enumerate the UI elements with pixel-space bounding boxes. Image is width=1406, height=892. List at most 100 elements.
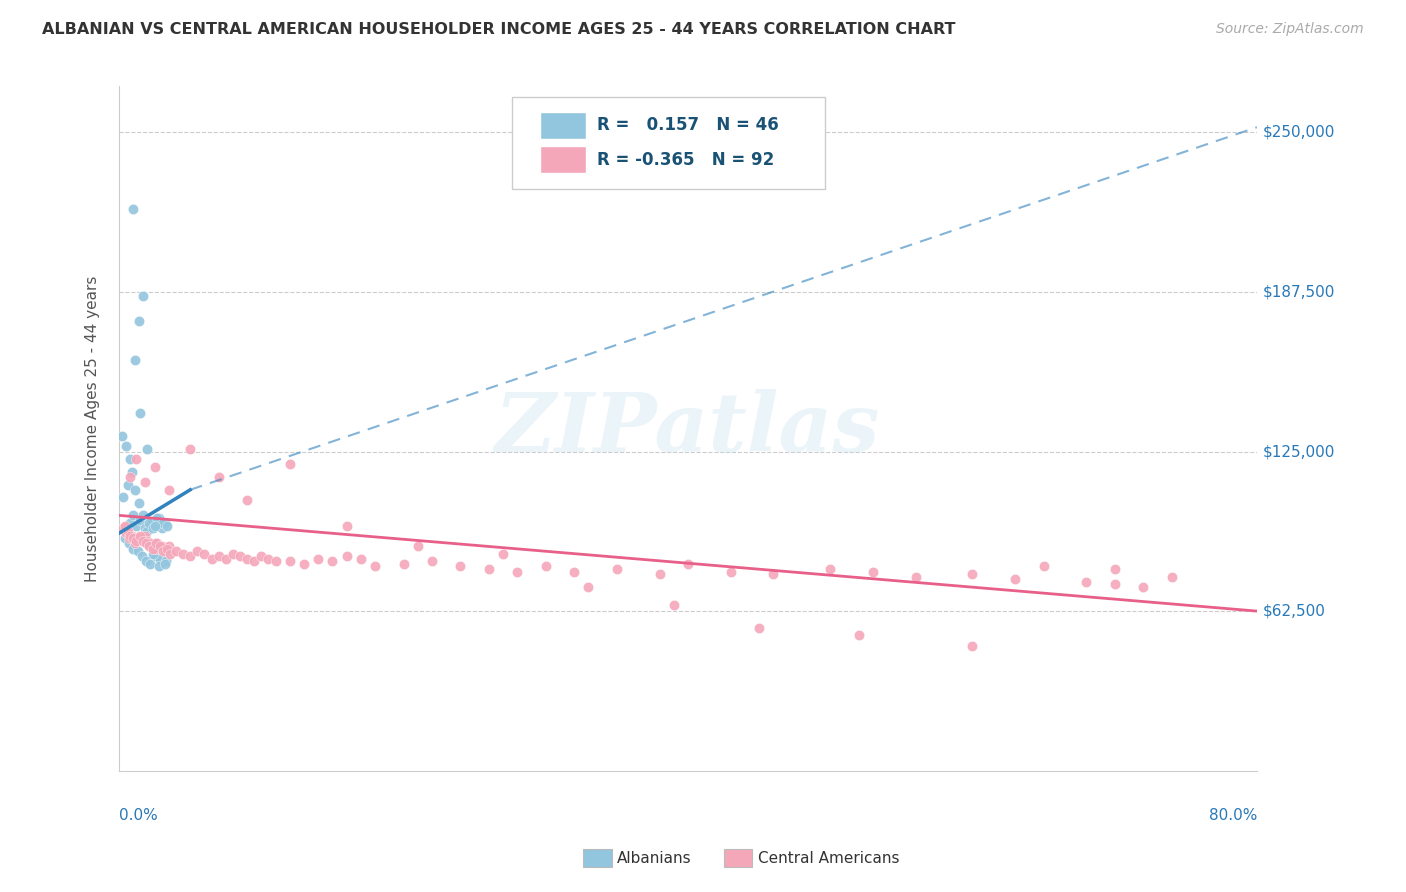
Point [1004, 572, 1026, 586]
Point [207, 549, 229, 564]
Point [138, 539, 160, 553]
Point [662, 598, 685, 612]
Point [818, 562, 841, 576]
Text: ZIPatlas: ZIPatlas [495, 389, 880, 468]
Point [115, 439, 138, 453]
Point [148, 511, 170, 525]
Point [134, 475, 156, 490]
Point [350, 551, 373, 566]
Point [165, 544, 187, 558]
Point [136, 533, 159, 548]
Point [139, 557, 162, 571]
Point [904, 569, 927, 583]
Point [207, 470, 229, 484]
Point [120, 529, 142, 543]
Text: Source: ZipAtlas.com: Source: ZipAtlas.com [1216, 22, 1364, 37]
Point [155, 554, 177, 568]
Point [132, 508, 155, 523]
FancyBboxPatch shape [540, 146, 585, 173]
Point [307, 551, 329, 566]
Point [143, 541, 166, 556]
Point [111, 429, 134, 443]
Point [128, 314, 150, 328]
Point [120, 470, 142, 484]
Point [128, 495, 150, 509]
Point [145, 536, 167, 550]
Point [152, 544, 174, 558]
Point [449, 559, 471, 574]
Point [848, 628, 870, 642]
Point [139, 536, 162, 550]
Point [136, 442, 159, 456]
Y-axis label: Householder Income Ages 25 - 44 years: Householder Income Ages 25 - 44 years [86, 276, 100, 582]
Point [135, 536, 157, 550]
Point [124, 483, 146, 497]
Point [156, 518, 179, 533]
Point [149, 539, 172, 553]
Point [264, 554, 287, 568]
Point [1076, 574, 1098, 589]
Point [157, 483, 180, 497]
Point [534, 559, 557, 574]
Point [392, 557, 415, 571]
Point [186, 544, 208, 558]
Point [153, 544, 176, 558]
Point [117, 477, 139, 491]
Point [143, 518, 166, 533]
Point [112, 491, 135, 505]
Point [131, 533, 153, 548]
Point [720, 565, 742, 579]
Point [172, 547, 194, 561]
Point [578, 580, 600, 594]
Point [222, 547, 245, 561]
Point [129, 529, 152, 543]
Point [762, 567, 785, 582]
Point [156, 541, 179, 556]
Text: $125,000: $125,000 [1263, 444, 1336, 459]
Point [193, 547, 215, 561]
Point [406, 539, 429, 553]
Point [152, 516, 174, 530]
Point [125, 518, 148, 533]
Point [1132, 580, 1154, 594]
Point [1104, 577, 1126, 591]
Point [150, 521, 173, 535]
Text: R =   0.157   N = 46: R = 0.157 N = 46 [598, 116, 779, 135]
Point [478, 562, 501, 576]
Point [125, 452, 148, 467]
Point [862, 565, 884, 579]
Point [336, 518, 359, 533]
Point [257, 551, 280, 566]
Point [159, 547, 181, 561]
Point [125, 533, 148, 548]
Text: ALBANIAN VS CENTRAL AMERICAN HOUSEHOLDER INCOME AGES 25 - 44 YEARS CORRELATION C: ALBANIAN VS CENTRAL AMERICAN HOUSEHOLDER… [42, 22, 956, 37]
Text: 80.0%: 80.0% [1209, 808, 1257, 823]
Point [136, 524, 159, 538]
Point [321, 554, 343, 568]
Text: $62,500: $62,500 [1263, 604, 1326, 619]
Point [236, 493, 259, 508]
Point [562, 565, 585, 579]
Point [114, 518, 136, 533]
Point [131, 549, 153, 564]
Point [236, 551, 259, 566]
Point [292, 557, 315, 571]
Point [115, 526, 138, 541]
Point [134, 529, 156, 543]
Point [748, 621, 770, 635]
FancyBboxPatch shape [540, 112, 585, 139]
Point [179, 442, 201, 456]
Point [420, 554, 443, 568]
Point [336, 549, 359, 564]
Point [127, 532, 149, 546]
Point [132, 533, 155, 548]
Point [962, 567, 984, 582]
Point [153, 557, 176, 571]
Point [149, 551, 172, 566]
Point [1032, 559, 1054, 574]
Point [250, 549, 273, 564]
Point [122, 508, 145, 523]
Point [124, 536, 146, 550]
Point [200, 551, 222, 566]
Point [122, 202, 145, 216]
